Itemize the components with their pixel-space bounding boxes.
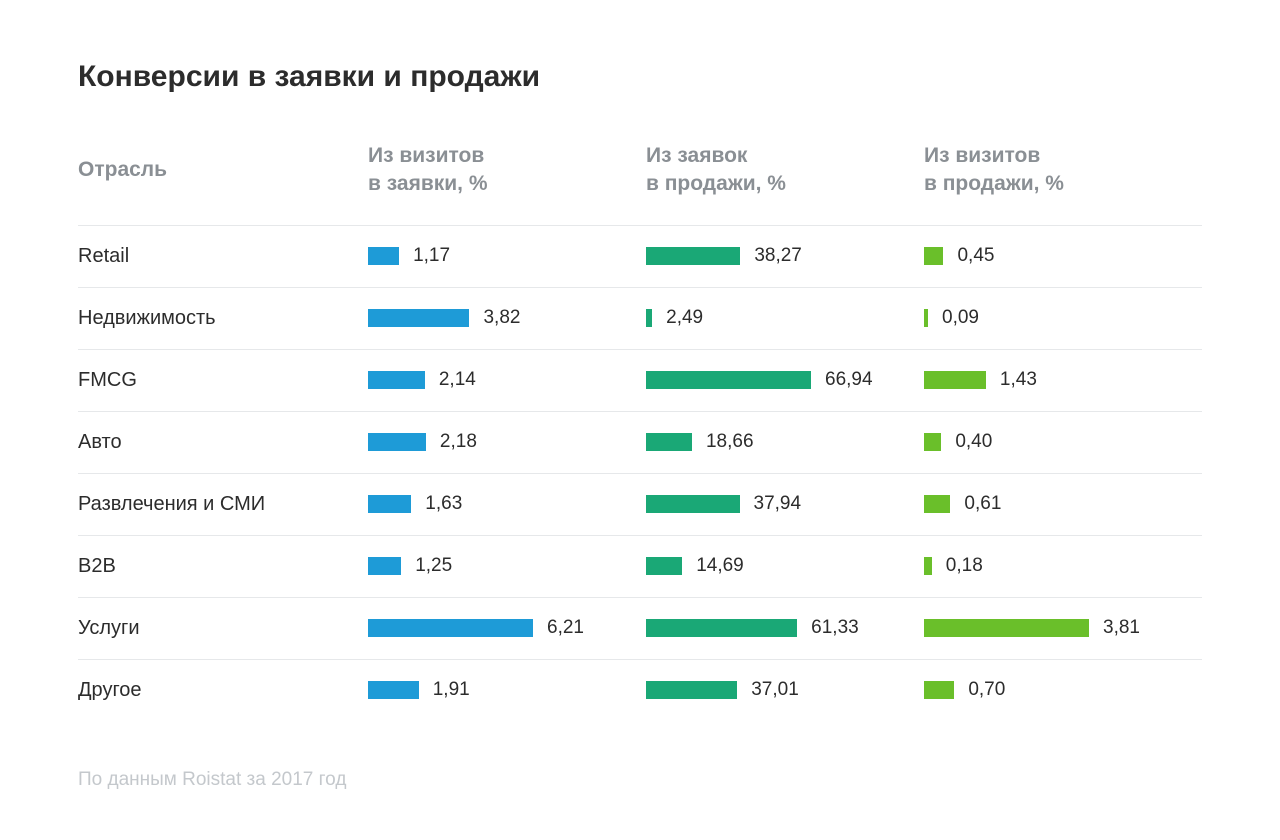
bar-visits-to-leads <box>368 557 401 575</box>
row-label: Другое <box>78 679 368 702</box>
chart-title: Конверсии в заявки и продажи <box>78 60 1202 94</box>
bar-visits-to-leads <box>368 371 425 389</box>
metric-visits-to-sales: 1,43 <box>924 369 1202 391</box>
col-header-visits-to-sales: Из визитовв продажи, % <box>924 142 1202 199</box>
metric-leads-to-sales: 14,69 <box>646 555 924 577</box>
value-visits-to-sales: 3,81 <box>1103 617 1140 639</box>
bar-visits-to-leads <box>368 619 533 637</box>
bar-leads-to-sales <box>646 247 740 265</box>
bar-visits-to-leads <box>368 681 419 699</box>
bar-visits-to-leads <box>368 495 411 513</box>
bar-visits-to-sales <box>924 433 941 451</box>
table-row: Услуги 6,21 61,33 3,81 <box>78 597 1202 659</box>
value-leads-to-sales: 37,94 <box>754 493 802 515</box>
table-row: Retail 1,17 38,27 0,45 <box>78 225 1202 287</box>
row-label: Недвижимость <box>78 307 368 330</box>
value-visits-to-leads: 2,18 <box>440 431 477 453</box>
metric-leads-to-sales: 37,94 <box>646 493 924 515</box>
metric-leads-to-sales: 38,27 <box>646 245 924 267</box>
value-visits-to-sales: 0,09 <box>942 307 979 329</box>
table-row: B2B 1,25 14,69 0,18 <box>78 535 1202 597</box>
metric-visits-to-leads: 2,18 <box>368 431 646 453</box>
metric-leads-to-sales: 37,01 <box>646 679 924 701</box>
bar-leads-to-sales <box>646 309 652 327</box>
bar-visits-to-sales <box>924 495 950 513</box>
table-row: FMCG 2,14 66,94 1,43 <box>78 349 1202 411</box>
value-visits-to-leads: 6,21 <box>547 617 584 639</box>
value-visits-to-leads: 1,17 <box>413 245 450 267</box>
bar-visits-to-sales <box>924 309 928 327</box>
col-header-visits-to-leads: Из визитовв заявки, % <box>368 142 646 199</box>
metric-visits-to-leads: 3,82 <box>368 307 646 329</box>
bar-visits-to-sales <box>924 619 1089 637</box>
metric-leads-to-sales: 18,66 <box>646 431 924 453</box>
table-row: Недвижимость 3,82 2,49 0,09 <box>78 287 1202 349</box>
chart-footnote: По данным Roistat за 2017 год <box>78 769 1202 791</box>
value-leads-to-sales: 2,49 <box>666 307 703 329</box>
metric-visits-to-leads: 6,21 <box>368 617 646 639</box>
table-header-row: Отрасль Из визитовв заявки, % Из заявокв… <box>78 142 1202 225</box>
metric-visits-to-leads: 1,63 <box>368 493 646 515</box>
value-visits-to-sales: 0,70 <box>968 679 1005 701</box>
metric-visits-to-leads: 1,17 <box>368 245 646 267</box>
row-label: FMCG <box>78 369 368 392</box>
metric-visits-to-leads: 1,25 <box>368 555 646 577</box>
value-visits-to-leads: 1,63 <box>425 493 462 515</box>
metric-leads-to-sales: 2,49 <box>646 307 924 329</box>
value-visits-to-leads: 1,25 <box>415 555 452 577</box>
row-label: Услуги <box>78 617 368 640</box>
table-row: Авто 2,18 18,66 0,40 <box>78 411 1202 473</box>
bar-leads-to-sales <box>646 681 737 699</box>
metric-leads-to-sales: 66,94 <box>646 369 924 391</box>
bar-leads-to-sales <box>646 371 811 389</box>
row-label: Retail <box>78 245 368 268</box>
value-visits-to-sales: 0,61 <box>964 493 1001 515</box>
row-label: B2B <box>78 555 368 578</box>
bar-visits-to-sales <box>924 681 954 699</box>
bar-leads-to-sales <box>646 619 797 637</box>
metric-visits-to-sales: 0,40 <box>924 431 1202 453</box>
value-visits-to-sales: 0,40 <box>955 431 992 453</box>
metric-visits-to-sales: 3,81 <box>924 617 1202 639</box>
row-label: Авто <box>78 431 368 454</box>
metric-visits-to-leads: 1,91 <box>368 679 646 701</box>
col-header-industry: Отрасль <box>78 156 368 184</box>
value-visits-to-leads: 3,82 <box>483 307 520 329</box>
bar-visits-to-leads <box>368 309 469 327</box>
value-leads-to-sales: 61,33 <box>811 617 859 639</box>
bar-visits-to-sales <box>924 557 932 575</box>
value-leads-to-sales: 38,27 <box>754 245 802 267</box>
value-visits-to-sales: 0,45 <box>957 245 994 267</box>
metric-visits-to-sales: 0,45 <box>924 245 1202 267</box>
bar-visits-to-leads <box>368 433 426 451</box>
metric-leads-to-sales: 61,33 <box>646 617 924 639</box>
bar-visits-to-sales <box>924 371 986 389</box>
bar-leads-to-sales <box>646 557 682 575</box>
conversion-table: Отрасль Из визитовв заявки, % Из заявокв… <box>78 142 1202 721</box>
value-visits-to-leads: 2,14 <box>439 369 476 391</box>
row-label: Развлечения и СМИ <box>78 493 368 516</box>
table-row: Развлечения и СМИ 1,63 37,94 0,61 <box>78 473 1202 535</box>
value-leads-to-sales: 14,69 <box>696 555 744 577</box>
metric-visits-to-sales: 0,09 <box>924 307 1202 329</box>
bar-visits-to-sales <box>924 247 943 265</box>
metric-visits-to-sales: 0,70 <box>924 679 1202 701</box>
metric-visits-to-sales: 0,18 <box>924 555 1202 577</box>
table-row: Другое 1,91 37,01 0,70 <box>78 659 1202 721</box>
bar-leads-to-sales <box>646 495 740 513</box>
bar-leads-to-sales <box>646 433 692 451</box>
metric-visits-to-sales: 0,61 <box>924 493 1202 515</box>
value-visits-to-sales: 0,18 <box>946 555 983 577</box>
value-leads-to-sales: 66,94 <box>825 369 873 391</box>
value-visits-to-leads: 1,91 <box>433 679 470 701</box>
bar-visits-to-leads <box>368 247 399 265</box>
metric-visits-to-leads: 2,14 <box>368 369 646 391</box>
value-visits-to-sales: 1,43 <box>1000 369 1037 391</box>
col-header-leads-to-sales: Из заявокв продажи, % <box>646 142 924 199</box>
value-leads-to-sales: 37,01 <box>751 679 799 701</box>
value-leads-to-sales: 18,66 <box>706 431 754 453</box>
